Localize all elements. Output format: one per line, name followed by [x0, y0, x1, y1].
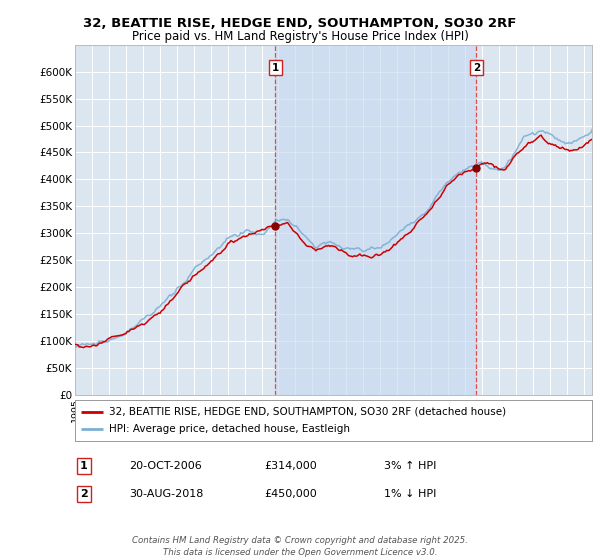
Text: 30-AUG-2018: 30-AUG-2018: [129, 489, 203, 499]
Text: 1: 1: [80, 461, 88, 471]
Text: Price paid vs. HM Land Registry's House Price Index (HPI): Price paid vs. HM Land Registry's House …: [131, 30, 469, 43]
Text: 1% ↓ HPI: 1% ↓ HPI: [384, 489, 436, 499]
Text: 2: 2: [80, 489, 88, 499]
Text: 2: 2: [473, 63, 480, 73]
Text: HPI: Average price, detached house, Eastleigh: HPI: Average price, detached house, East…: [109, 424, 350, 435]
Text: 1: 1: [271, 63, 279, 73]
Text: £450,000: £450,000: [264, 489, 317, 499]
Bar: [275, 45, 476, 395]
Text: Contains HM Land Registry data © Crown copyright and database right 2025.
This d: Contains HM Land Registry data © Crown c…: [132, 536, 468, 557]
Text: 20-OCT-2006: 20-OCT-2006: [129, 461, 202, 471]
Text: 32, BEATTIE RISE, HEDGE END, SOUTHAMPTON, SO30 2RF: 32, BEATTIE RISE, HEDGE END, SOUTHAMPTON…: [83, 17, 517, 30]
Text: 32, BEATTIE RISE, HEDGE END, SOUTHAMPTON, SO30 2RF (detached house): 32, BEATTIE RISE, HEDGE END, SOUTHAMPTON…: [109, 407, 506, 417]
Text: 3% ↑ HPI: 3% ↑ HPI: [384, 461, 436, 471]
Text: £314,000: £314,000: [264, 461, 317, 471]
